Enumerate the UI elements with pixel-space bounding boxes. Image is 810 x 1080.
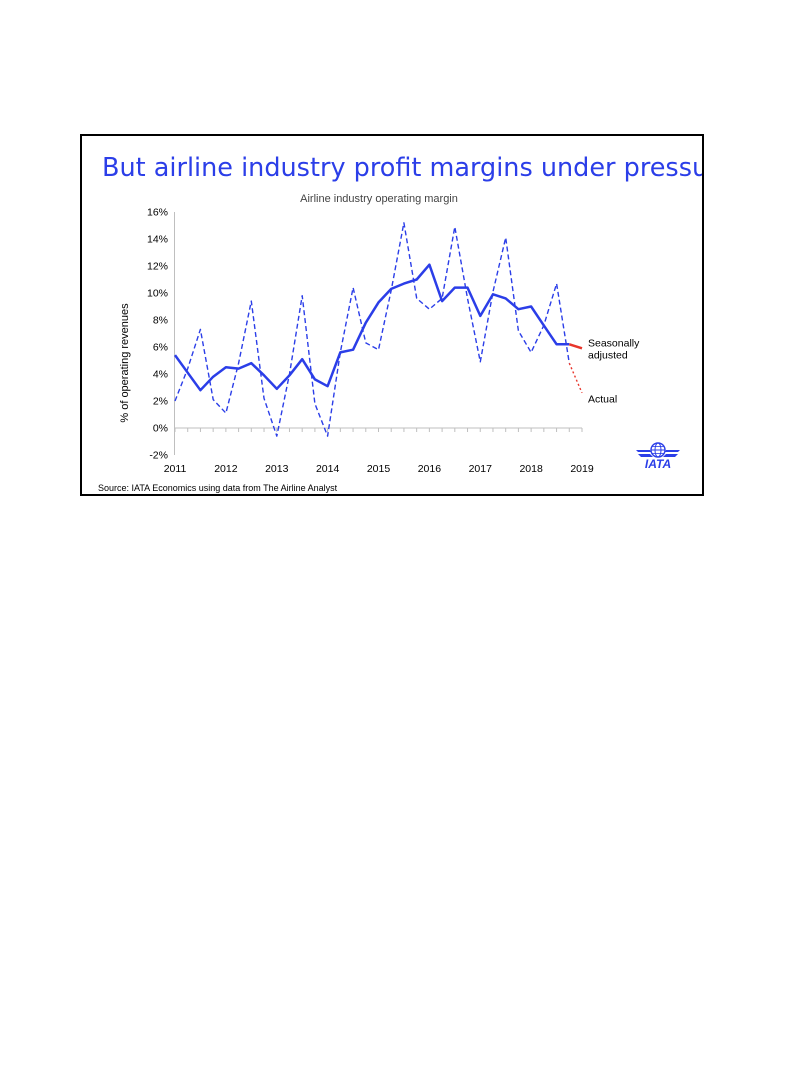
- y-tick-label: 12%: [147, 261, 168, 273]
- x-tick-label: 2013: [265, 463, 289, 475]
- y-tick-label: 4%: [153, 369, 168, 381]
- x-tick-label: 2018: [519, 463, 543, 475]
- iata-logo-icon: IATA: [636, 442, 680, 471]
- y-tick-label: 6%: [153, 342, 168, 354]
- y-tick-label: 0%: [153, 423, 168, 435]
- chart-title: Airline industry operating margin: [300, 193, 458, 205]
- annotation-label: adjusted: [588, 349, 628, 361]
- x-tick-label: 2014: [316, 463, 340, 475]
- x-tick-label: 2015: [367, 463, 391, 475]
- forecast-line-actual: [568, 362, 583, 394]
- x-tick-label: 2012: [214, 463, 238, 475]
- chart-svg: But airline industry profit margins unde…: [98, 153, 702, 493]
- chart-slide: But airline industry profit margins unde…: [80, 134, 704, 496]
- annotation-label: Actual: [588, 393, 617, 405]
- y-tick-label: 10%: [147, 288, 168, 300]
- annotation-label: Seasonally: [588, 337, 640, 349]
- x-axis: 2011 2012 2013 2014 2015 2016 2017 2018 2019: [164, 427, 594, 475]
- forecast-line-seasonally-adjusted: [568, 343, 583, 350]
- y-tick-label: 14%: [147, 234, 168, 246]
- iata-logo-text: IATA: [645, 457, 671, 471]
- series-line-actual: [174, 222, 570, 437]
- x-tick-label: 2017: [469, 463, 493, 475]
- y-tick-label: -2%: [149, 450, 168, 462]
- series-line-seasonally-adjusted: [173, 263, 570, 392]
- y-axis-title: % of operating revenues: [119, 303, 131, 423]
- series-layer: [173, 222, 583, 437]
- x-tick-label: 2019: [570, 463, 594, 475]
- y-tick-label: 8%: [153, 315, 168, 327]
- slide-title: But airline industry profit margins unde…: [102, 153, 702, 183]
- y-tick-label: 2%: [153, 396, 168, 408]
- source-note: Source: IATA Economics using data from T…: [98, 483, 338, 493]
- y-axis: -2% 0% 2% 4% 6% 8% 10% 12% 14% 16%: [147, 207, 175, 462]
- x-tick-label: 2016: [418, 463, 442, 475]
- y-tick-label: 16%: [147, 207, 168, 219]
- x-tick-label: 2011: [164, 463, 187, 475]
